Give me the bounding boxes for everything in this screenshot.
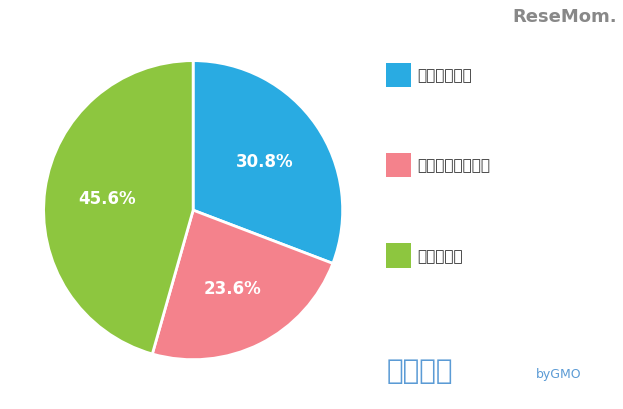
Text: byGMO: byGMO (536, 367, 581, 380)
Wedge shape (193, 61, 343, 264)
Text: 30.8%: 30.8% (235, 153, 293, 171)
Text: 必要だと思わない: 必要だと思わない (417, 158, 490, 173)
Text: わからない: わからない (417, 248, 463, 263)
Text: コエテコ: コエテコ (386, 357, 453, 384)
Wedge shape (44, 61, 193, 354)
Wedge shape (152, 211, 333, 360)
Text: 45.6%: 45.6% (78, 190, 136, 208)
Text: ReseMom.: ReseMom. (512, 8, 617, 26)
Text: 23.6%: 23.6% (203, 279, 261, 297)
Text: 必要だと思う: 必要だと思う (417, 68, 472, 83)
